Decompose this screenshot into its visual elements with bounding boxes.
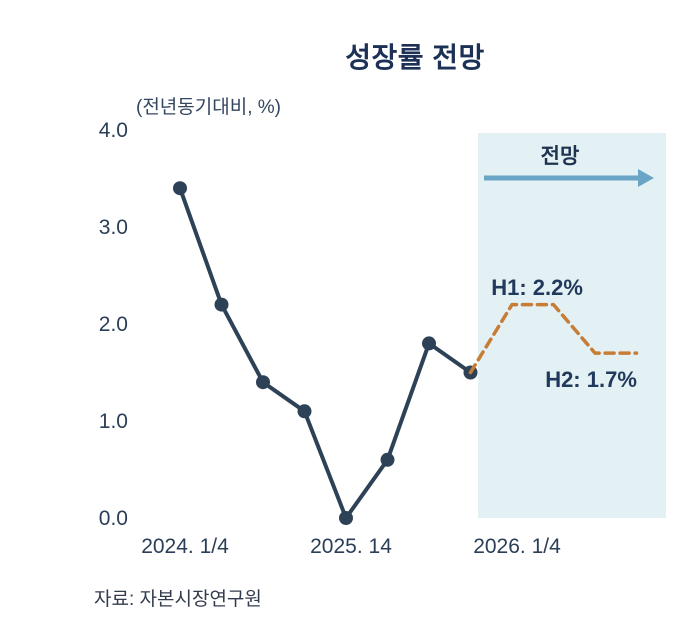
source-label: 자료: 자본시장연구원	[94, 589, 262, 610]
y-axis-unit-label: (전년동기대비, %)	[136, 97, 281, 118]
data-point-marker	[256, 375, 270, 390]
forecast-annotation: H1: 2.2%	[491, 275, 583, 300]
forecast-line	[468, 302, 639, 375]
data-point-marker	[380, 452, 395, 467]
y-tick-label: 0.0	[99, 507, 128, 530]
data-point-marker	[297, 404, 312, 419]
forecast-arrow-head-icon	[638, 169, 654, 187]
data-point-marker	[214, 297, 229, 312]
y-tick-label: 3.0	[99, 216, 128, 239]
y-tick-label: 4.0	[99, 119, 128, 142]
x-tick-label: 2025. 14	[310, 535, 392, 558]
y-tick-label: 1.0	[99, 410, 128, 433]
x-tick-label: 2024. 1/4	[141, 535, 229, 558]
data-point-marker	[422, 336, 436, 351]
chart-title: 성장률 전망	[345, 42, 485, 73]
x-tick-label: 2026. 1/4	[473, 535, 561, 558]
forecast-region-label: 전망	[541, 145, 580, 168]
y-tick-label: 2.0	[99, 313, 128, 336]
actual-line	[178, 186, 473, 520]
forecast-annotation: H2: 1.7%	[545, 367, 637, 392]
data-point-marker	[173, 181, 187, 196]
data-point-marker	[339, 511, 353, 525]
